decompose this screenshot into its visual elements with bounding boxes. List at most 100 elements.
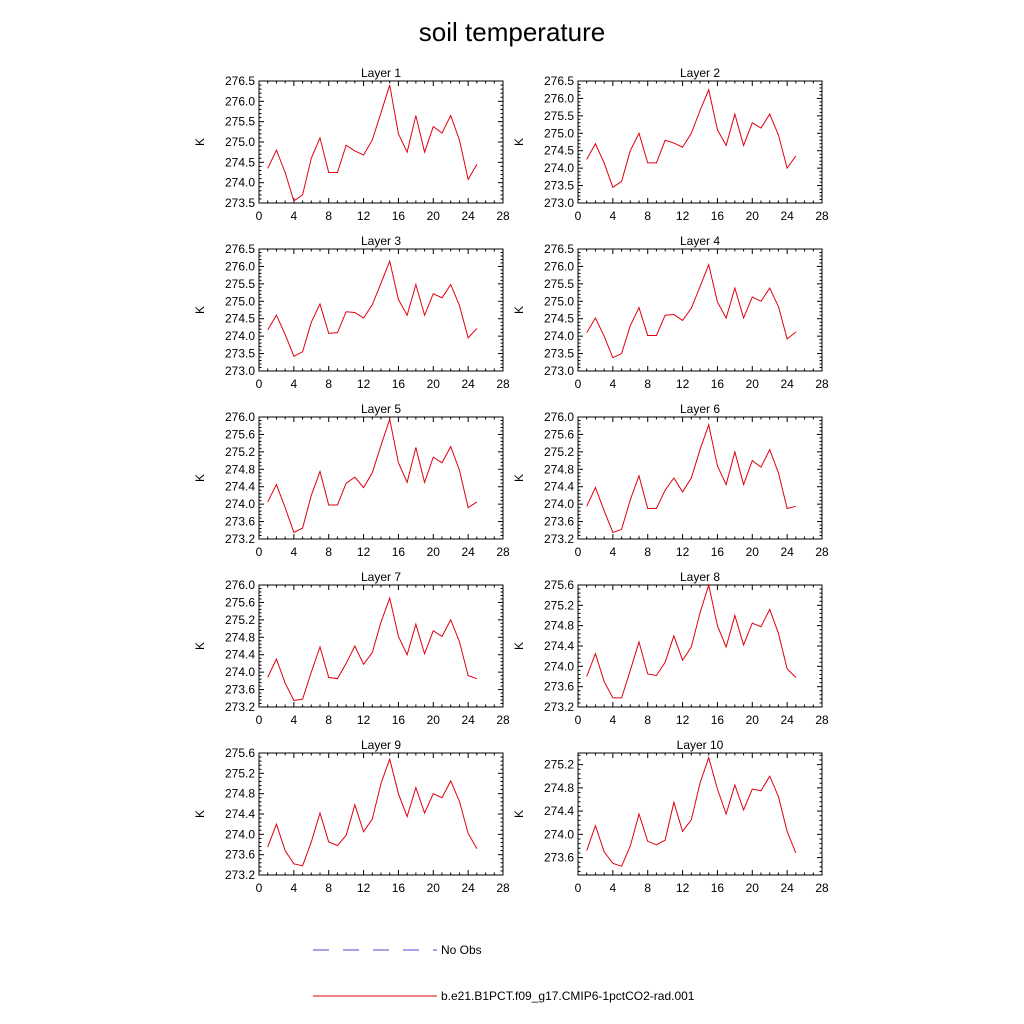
x-tick-label: 4 <box>610 209 617 223</box>
y-tick-label: 273.0 <box>225 364 255 378</box>
y-tick-label: 275.2 <box>544 598 574 612</box>
y-tick-label: 273.5 <box>544 347 574 361</box>
x-tick-label: 12 <box>357 377 371 391</box>
x-tick-label: 16 <box>392 545 406 559</box>
y-tick-label: 273.2 <box>544 700 574 714</box>
y-tick-label: 275.2 <box>225 766 255 780</box>
x-tick-label: 8 <box>644 209 651 223</box>
x-tick-label: 24 <box>461 377 475 391</box>
panel-layer-8: Layer 8 K 0 4 8 12 16 20 24 28 273.2 273.6 274.0 274.… <box>512 570 829 727</box>
y-axis-label: K <box>193 810 207 818</box>
y-tick-label: 275.0 <box>225 294 255 308</box>
panel-layer-3: Layer 3 K 0 4 8 12 16 20 24 28 273.0 273.5 274.0 274.… <box>193 234 510 391</box>
y-tick-label: 276.0 <box>225 578 255 592</box>
x-tick-label: 24 <box>780 881 794 895</box>
y-tick-label: 273.6 <box>225 515 255 529</box>
series-line <box>267 259 478 358</box>
y-tick-label: 276.0 <box>544 410 574 424</box>
y-tick-label: 274.0 <box>544 497 574 511</box>
x-tick-label: 12 <box>676 713 690 727</box>
y-tick-label: 274.4 <box>225 480 255 494</box>
x-tick-label: 24 <box>461 209 475 223</box>
x-tick-label: 28 <box>815 713 829 727</box>
x-tick-label: 16 <box>711 209 725 223</box>
y-axis-label: K <box>512 306 526 314</box>
panel-title: Layer 7 <box>361 570 401 584</box>
x-tick-label: 8 <box>644 713 651 727</box>
y-tick-label: 274.0 <box>225 497 255 511</box>
panel-title: Layer 6 <box>680 402 720 416</box>
x-tick-label: 0 <box>575 209 582 223</box>
x-tick-label: 16 <box>711 713 725 727</box>
x-tick-label: 0 <box>256 545 263 559</box>
x-tick-label: 16 <box>392 713 406 727</box>
panel-title: Layer 8 <box>680 570 720 584</box>
x-tick-label: 12 <box>676 377 690 391</box>
y-tick-label: 274.0 <box>544 161 574 175</box>
y-tick-label: 274.8 <box>544 619 574 633</box>
y-axis-label: K <box>512 474 526 482</box>
x-tick-label: 4 <box>291 881 298 895</box>
x-tick-label: 24 <box>461 545 475 559</box>
x-tick-label: 20 <box>746 713 760 727</box>
x-tick-label: 20 <box>746 881 760 895</box>
x-tick-label: 20 <box>427 209 441 223</box>
y-tick-label: 275.5 <box>544 109 574 123</box>
x-tick-label: 28 <box>815 209 829 223</box>
x-tick-label: 8 <box>325 881 332 895</box>
plot-frame <box>258 416 504 540</box>
x-tick-label: 12 <box>357 209 371 223</box>
plot-frame <box>577 752 823 876</box>
x-tick-label: 24 <box>461 881 475 895</box>
legend-label-no-obs: No Obs <box>441 943 482 957</box>
y-tick-label: 274.0 <box>544 659 574 673</box>
panel-layer-10: Layer 10 K 0 4 8 12 16 20 24 28 273.6 274.0 274.4 274… <box>512 738 829 895</box>
y-tick-label: 273.6 <box>544 680 574 694</box>
plot-frame <box>577 416 823 540</box>
panel-layer-6: Layer 6 K 0 4 8 12 16 20 24 28 273.2 273.6 274.0 274.… <box>512 402 829 559</box>
y-tick-label: 273.2 <box>225 700 255 714</box>
y-tick-label: 274.4 <box>225 807 255 821</box>
x-tick-label: 4 <box>291 713 298 727</box>
y-tick-label: 274.0 <box>225 329 255 343</box>
y-tick-label: 276.0 <box>544 259 574 273</box>
x-tick-label: 0 <box>575 377 582 391</box>
y-tick-label: 274.0 <box>544 329 574 343</box>
x-tick-label: 4 <box>291 377 298 391</box>
x-tick-label: 8 <box>325 209 332 223</box>
y-tick-label: 276.5 <box>225 74 255 88</box>
y-tick-label: 275.2 <box>544 445 574 459</box>
plot-frame <box>258 584 504 708</box>
x-tick-label: 0 <box>256 209 263 223</box>
y-tick-label: 274.5 <box>225 155 255 169</box>
x-tick-label: 28 <box>815 545 829 559</box>
x-tick-label: 4 <box>610 377 617 391</box>
x-tick-label: 0 <box>575 713 582 727</box>
x-tick-label: 20 <box>427 713 441 727</box>
y-tick-label: 274.4 <box>544 639 574 653</box>
x-tick-label: 28 <box>496 713 510 727</box>
y-tick-label: 275.6 <box>225 595 255 609</box>
panel-title: Layer 9 <box>361 738 401 752</box>
y-tick-label: 276.5 <box>544 242 574 256</box>
x-tick-label: 12 <box>676 545 690 559</box>
y-tick-label: 274.5 <box>225 312 255 326</box>
x-tick-label: 28 <box>815 377 829 391</box>
y-tick-label: 274.4 <box>544 804 574 818</box>
x-tick-label: 0 <box>256 881 263 895</box>
x-tick-label: 20 <box>746 209 760 223</box>
plot-frame <box>577 584 823 708</box>
panel-title: Layer 3 <box>361 234 401 248</box>
x-tick-label: 0 <box>256 377 263 391</box>
series-line <box>586 263 797 359</box>
y-tick-label: 276.0 <box>225 410 255 424</box>
legend-label-model: b.e21.B1PCT.f09_g17.CMIP6-1pctCO2-rad.00… <box>441 989 695 1003</box>
x-tick-label: 4 <box>610 881 617 895</box>
x-tick-label: 16 <box>392 377 406 391</box>
panel-layer-1: Layer 1 K 0 4 8 12 16 20 24 28 273.5 274.0 274.5 275.… <box>193 66 510 223</box>
series-line <box>586 755 797 867</box>
legend: No Obs b.e21.B1PCT.f09_g17.CMIP6-1pctCO2… <box>313 943 695 1003</box>
y-tick-label: 274.8 <box>544 462 574 476</box>
panel-layer-4: Layer 4 K 0 4 8 12 16 20 24 28 273.0 273.5 274.0 274.… <box>512 234 829 391</box>
x-tick-label: 24 <box>780 545 794 559</box>
